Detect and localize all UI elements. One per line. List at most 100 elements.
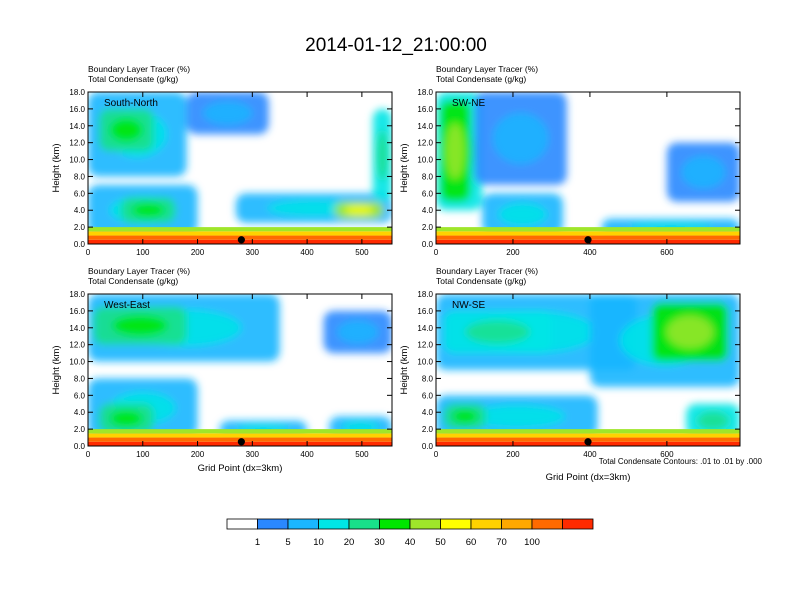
y-tick-label: 12.0 xyxy=(417,341,433,350)
y-tick-label: 10.0 xyxy=(69,156,85,165)
panel-2: 0 200 400 600 0.0 2.0 4.0 6.0 8.0 10.0 12.0 14.0 16.… xyxy=(399,64,741,257)
plot-frame xyxy=(87,293,393,447)
colorbar-box xyxy=(440,518,472,530)
cloud-core xyxy=(203,101,253,125)
y-tick-label: 12.0 xyxy=(69,341,85,350)
boundary-layer-band xyxy=(88,429,392,434)
y-tick-label: 8.0 xyxy=(422,172,434,181)
boundary-layer-band xyxy=(436,227,740,232)
y-tick-label: 14.0 xyxy=(417,324,433,333)
colorbar-box xyxy=(348,518,380,530)
colorbar-label: 20 xyxy=(344,537,355,548)
boundary-layer-band xyxy=(436,231,740,236)
y-tick-label: 16.0 xyxy=(417,307,433,316)
x-tick-label: 300 xyxy=(246,248,260,257)
x-tick-label: 400 xyxy=(300,248,314,257)
y-axis-label: Height (km) xyxy=(51,143,62,192)
cloud-core xyxy=(109,410,143,427)
y-axis-label: Height (km) xyxy=(399,143,410,192)
colorbar-label: 100 xyxy=(524,537,540,548)
cloud-core xyxy=(465,320,530,344)
x-tick-label: 0 xyxy=(434,450,439,459)
panel-title-line2: Total Condensate (g/kg) xyxy=(436,74,526,84)
x-tick-label: 400 xyxy=(300,450,314,459)
y-tick-label: 12.0 xyxy=(69,139,85,148)
colorbar-label: 5 xyxy=(285,537,290,548)
x-tick-label: 300 xyxy=(246,450,260,459)
boundary-layer-band xyxy=(436,429,740,434)
section-label: SW-NE xyxy=(452,98,485,109)
plot-frame xyxy=(87,91,393,245)
x-tick-label: 200 xyxy=(506,450,520,459)
cloud-core xyxy=(109,118,143,142)
y-tick-label: 16.0 xyxy=(417,105,433,114)
colorbar-label: 30 xyxy=(374,537,385,548)
cloud-core xyxy=(131,203,165,218)
y-tick-label: 4.0 xyxy=(422,408,434,417)
y-tick-label: 18.0 xyxy=(69,290,85,299)
figure-title: 2014-01-12_21:00:00 xyxy=(305,35,487,56)
colorbar: 1 5 10 20 30 40 50 60 70 100 xyxy=(226,518,594,548)
boundary-layer-band xyxy=(88,227,392,232)
cloud-core xyxy=(468,404,566,429)
boundary-layer-band xyxy=(88,433,392,438)
y-tick-label: 14.0 xyxy=(417,122,433,131)
x-axis-label: Grid Point (dx=3km) xyxy=(546,472,631,483)
colorbar-box xyxy=(379,518,411,530)
y-tick-label: 2.0 xyxy=(74,223,86,232)
colorbar-label: 1 xyxy=(255,537,260,548)
y-tick-label: 8.0 xyxy=(422,374,434,383)
y-tick-label: 2.0 xyxy=(422,425,434,434)
y-tick-label: 18.0 xyxy=(417,290,433,299)
y-tick-label: 2.0 xyxy=(422,223,434,232)
plot-area xyxy=(436,294,740,446)
section-label: South-North xyxy=(104,98,158,109)
plot-area xyxy=(88,92,392,244)
location-marker xyxy=(584,438,592,446)
panel-3: 0 100 200 300 400 500 0.0 2.0 4.0 6.0 8.0 10.0 12.0 1… xyxy=(51,266,393,474)
x-tick-label: 200 xyxy=(191,450,205,459)
colorbar-label: 10 xyxy=(313,537,324,548)
x-tick-label: 0 xyxy=(434,248,439,257)
y-tick-label: 8.0 xyxy=(74,374,86,383)
cloud-core xyxy=(344,205,374,215)
x-tick-label: 500 xyxy=(355,248,369,257)
colorbar-box xyxy=(257,518,289,530)
y-tick-label: 4.0 xyxy=(74,408,86,417)
y-tick-label: 10.0 xyxy=(417,156,433,165)
cloud-core xyxy=(337,320,379,344)
y-tick-label: 2.0 xyxy=(74,425,86,434)
section-label: NW-SE xyxy=(452,300,485,311)
x-tick-label: 600 xyxy=(660,450,674,459)
x-tick-label: 200 xyxy=(191,248,205,257)
cloud-core xyxy=(492,112,549,164)
y-tick-label: 6.0 xyxy=(74,189,86,198)
colorbar-label: 70 xyxy=(496,537,507,548)
y-tick-label: 6.0 xyxy=(422,189,434,198)
y-tick-label: 6.0 xyxy=(74,391,86,400)
y-tick-label: 4.0 xyxy=(74,206,86,215)
cloud-core xyxy=(452,409,478,424)
cloud-core xyxy=(666,315,714,349)
cloud-field xyxy=(436,294,740,438)
footnote: Total Condensate Contours: .01 to .01 by… xyxy=(599,457,763,466)
colorbar-box xyxy=(470,518,502,530)
location-marker xyxy=(584,236,592,244)
x-tick-label: 600 xyxy=(660,248,674,257)
cloud-core xyxy=(696,411,730,430)
x-tick-label: 200 xyxy=(506,248,520,257)
y-tick-label: 0.0 xyxy=(74,240,86,249)
y-tick-label: 14.0 xyxy=(69,324,85,333)
plot-frame xyxy=(435,293,741,447)
y-tick-label: 0.0 xyxy=(74,442,86,451)
cloud-core xyxy=(446,123,465,179)
x-tick-label: 500 xyxy=(355,450,369,459)
y-tick-label: 8.0 xyxy=(74,172,86,181)
x-tick-label: 100 xyxy=(136,450,150,459)
cloud-core xyxy=(376,129,389,181)
colorbar-box xyxy=(226,518,258,530)
x-tick-label: 400 xyxy=(583,248,597,257)
colorbar-box xyxy=(409,518,441,530)
section-label: West-East xyxy=(104,300,150,311)
colorbar-box xyxy=(501,518,533,530)
